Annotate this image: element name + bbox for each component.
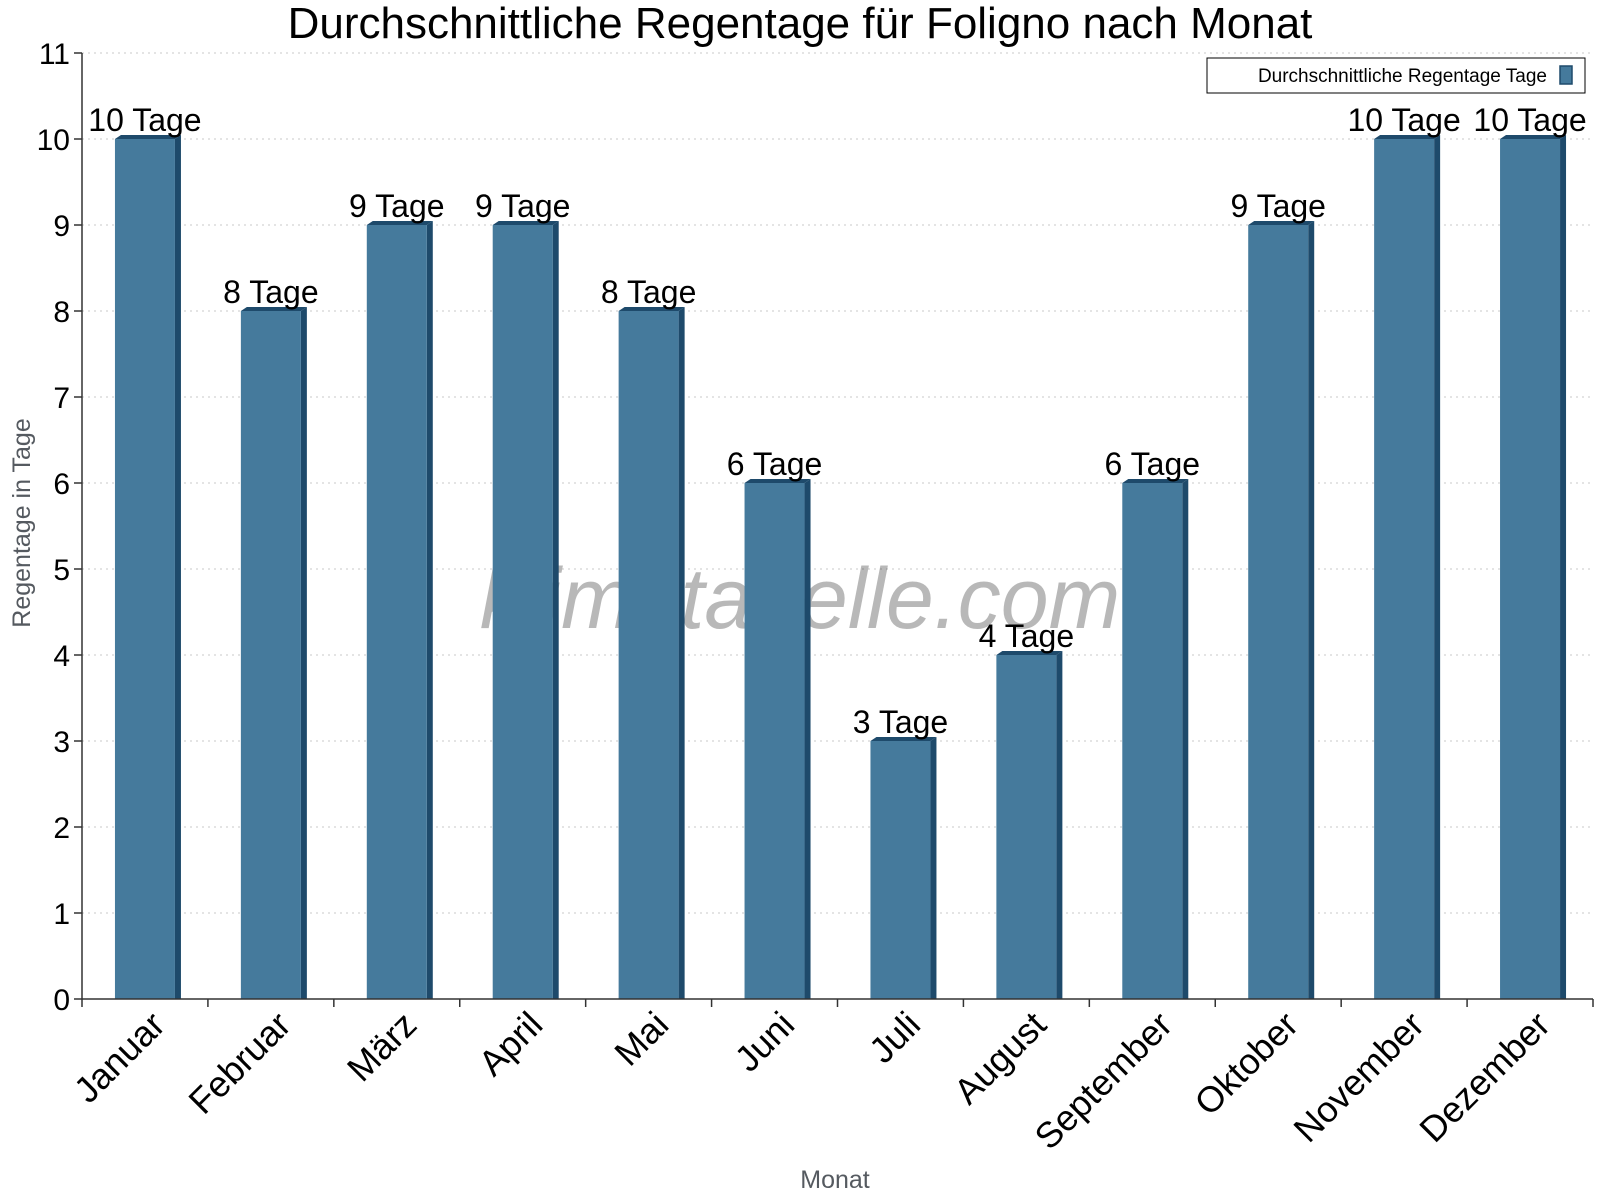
data-label: 8 Tage	[601, 274, 697, 310]
bar-face	[240, 311, 301, 999]
bar-top	[366, 221, 433, 225]
bar-side	[1434, 135, 1441, 999]
bar-top	[240, 307, 307, 311]
y-tick-label: 7	[53, 382, 70, 415]
bar	[1500, 135, 1567, 999]
bar-side	[678, 307, 685, 999]
x-tick-label: Dezember	[1411, 1004, 1557, 1150]
bar	[492, 221, 559, 999]
data-label: 4 Tage	[979, 618, 1075, 654]
data-label: 10 Tage	[1347, 102, 1460, 138]
bar	[996, 651, 1063, 999]
x-axis-title: Monat	[800, 1166, 870, 1194]
bar-side	[1560, 135, 1567, 999]
bar-top	[870, 737, 937, 741]
x-tick-label: Februar	[180, 1004, 298, 1122]
bar-face	[618, 311, 679, 999]
bar	[1248, 221, 1315, 999]
x-tick-label: März	[339, 1004, 425, 1090]
bar	[1122, 479, 1189, 999]
bar-top	[996, 651, 1063, 655]
data-labels: 10 Tage 8 Tage 9 Tage 9 Tage 8 Tage 6 Tage 3 T…	[88, 102, 1586, 740]
bar-top	[1122, 479, 1189, 483]
data-label: 9 Tage	[349, 188, 445, 224]
bars	[114, 135, 1567, 999]
bar-top	[744, 479, 811, 483]
y-tick-label: 5	[53, 554, 70, 587]
gridlines	[82, 52, 1593, 914]
bar-side	[1308, 221, 1315, 999]
bar-top	[618, 307, 685, 311]
data-label: 10 Tage	[1473, 102, 1586, 138]
x-tick-label: Juli	[861, 1004, 928, 1071]
x-tick-label: April	[470, 1004, 550, 1084]
x-tick-label: August	[946, 1004, 1054, 1112]
x-tick-label: Juni	[727, 1004, 803, 1080]
y-axis-ticks: 0 1 2 3 4 5 6 7 8 9 10 11	[37, 38, 82, 1017]
bar-face	[1374, 139, 1435, 999]
x-axis-ticks: Januar Februar März April Mai Juni Juli AugustS…	[66, 999, 1594, 1158]
legend-swatch	[1559, 65, 1573, 85]
bar-face	[744, 483, 805, 999]
legend: Durchschnittliche Regentage Tage	[1206, 57, 1586, 94]
data-label: 10 Tage	[88, 102, 201, 138]
bar	[114, 135, 181, 999]
y-tick-label: 0	[53, 984, 70, 1017]
y-tick-label: 9	[53, 210, 70, 243]
y-tick-label: 1	[53, 898, 70, 931]
data-label: 3 Tage	[853, 704, 949, 740]
bar-side	[804, 479, 811, 999]
legend-label: Durchschnittliche Regentage Tage	[1258, 66, 1547, 87]
bar	[240, 307, 307, 999]
bar-side	[930, 737, 937, 999]
chart-title: Durchschnittliche Regentage für Foligno …	[288, 0, 1313, 48]
data-label: 6 Tage	[1105, 446, 1201, 482]
bar-face	[1122, 483, 1183, 999]
x-tick-label: November	[1285, 1004, 1431, 1150]
x-tick-label: Mai	[606, 1004, 676, 1074]
data-label: 9 Tage	[1230, 188, 1326, 224]
bar-side	[1056, 651, 1063, 999]
bar-face	[1248, 225, 1309, 999]
legend-box	[1206, 57, 1586, 94]
x-tick-label: September	[1026, 1004, 1180, 1158]
bar-face	[870, 741, 931, 999]
bar-face	[366, 225, 427, 999]
bar-side	[300, 307, 307, 999]
bar-side	[174, 135, 181, 999]
bar-face	[114, 139, 175, 999]
y-tick-label: 6	[53, 468, 70, 501]
x-tick-label: Januar	[66, 1004, 173, 1111]
bar-top	[1500, 135, 1567, 139]
data-label: 9 Tage	[475, 188, 571, 224]
bar	[744, 479, 811, 999]
y-tick-label: 11	[39, 38, 70, 71]
y-tick-label: 10	[37, 124, 70, 157]
bar-top	[1374, 135, 1441, 139]
y-axis-title: Regentage in Tage	[8, 418, 36, 627]
bar-top	[492, 221, 559, 225]
bar-side	[426, 221, 433, 999]
y-tick-label: 8	[53, 296, 70, 329]
bar-face	[996, 655, 1057, 999]
bar-top	[114, 135, 181, 139]
bar-face	[1500, 139, 1561, 999]
x-tick-label: Oktober	[1186, 1004, 1306, 1124]
y-tick-label: 4	[53, 640, 70, 673]
y-tick-label: 3	[53, 726, 70, 759]
bar-side	[1182, 479, 1189, 999]
bar-face	[492, 225, 553, 999]
axes	[81, 53, 1593, 1000]
data-label: 6 Tage	[727, 446, 823, 482]
y-tick-label: 2	[53, 812, 70, 845]
bar	[1374, 135, 1441, 999]
bar	[366, 221, 433, 999]
bar-top	[1248, 221, 1315, 225]
bar	[618, 307, 685, 999]
bar	[870, 737, 937, 999]
bar-side	[552, 221, 559, 999]
data-label: 8 Tage	[223, 274, 319, 310]
